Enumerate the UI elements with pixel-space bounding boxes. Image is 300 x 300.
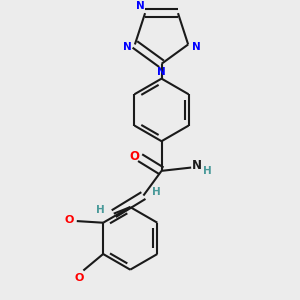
Text: N: N [192,159,202,172]
Text: H: H [152,187,161,197]
Text: N: N [136,2,145,11]
Text: N: N [192,42,200,52]
Text: N: N [157,67,166,77]
Text: H: H [96,206,105,215]
Text: N: N [123,42,131,52]
Text: O: O [75,273,84,283]
Text: H: H [202,166,211,176]
Text: O: O [65,215,74,225]
Text: O: O [129,149,139,163]
